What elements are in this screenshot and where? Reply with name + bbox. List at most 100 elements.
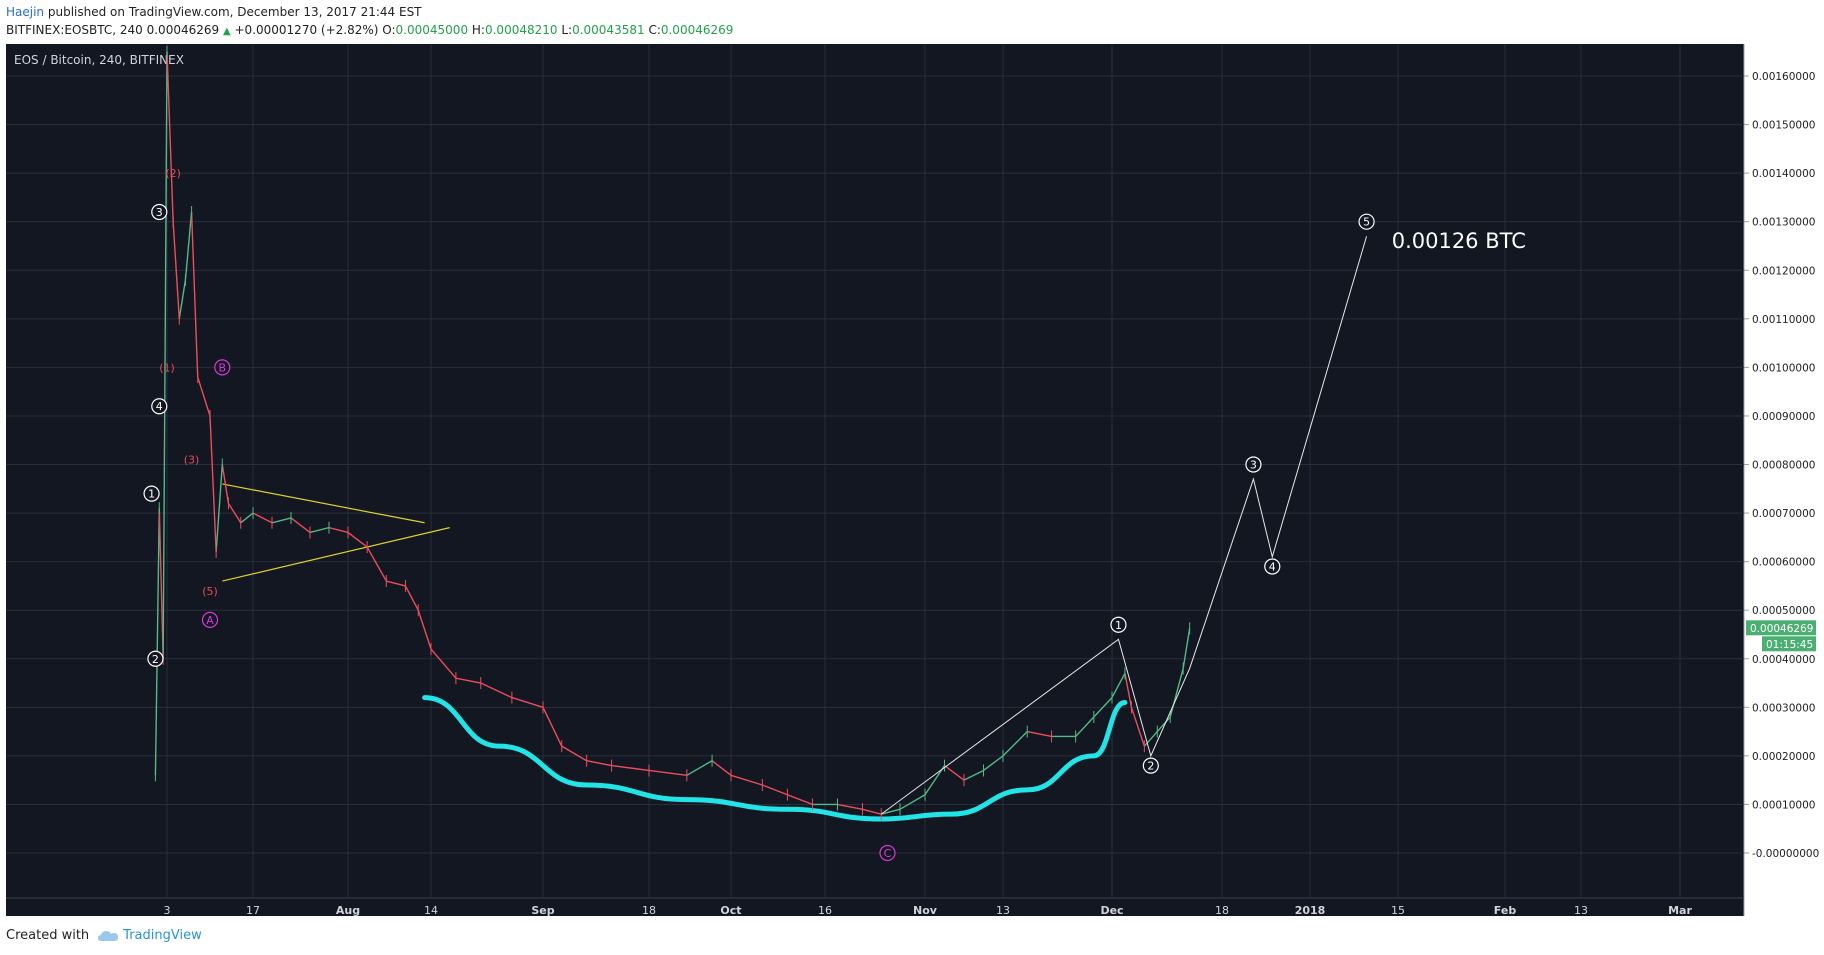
price-segment (166, 51, 174, 222)
wave-label-text: 2 (1147, 760, 1154, 773)
wave-label-text: 4 (1269, 560, 1276, 573)
y-axis-ticks: 0.00160000 0.00150000 0.00140000 0.00130000… (1744, 71, 1819, 860)
tradingview-cloud-icon (98, 930, 119, 941)
high-value: 0.00048210 (484, 23, 558, 37)
y-tick-label: 0.00100000 (1752, 362, 1815, 374)
price-segment (611, 764, 650, 772)
y-tick-label: 0.00040000 (1752, 654, 1815, 666)
wave-annotations: 3 4 1 2 (2) (1) (3) (5) B A C 1 2 3 4 5 (143, 167, 1375, 862)
wave-label-text: 3 (1250, 459, 1257, 472)
wave-label-circle (1142, 757, 1159, 774)
x-tick-label: 3 (164, 904, 171, 917)
author-link[interactable]: Haejin (6, 5, 45, 19)
price-segment (215, 464, 223, 552)
target-label: 0.00126 BTC (1392, 229, 1526, 253)
wave-label-circle (151, 203, 168, 221)
projection-line (880, 236, 1368, 815)
price-segment (366, 546, 387, 582)
price-segment (404, 585, 419, 611)
x-tick-label: 14 (424, 904, 438, 917)
last-price-badge-text: 0.00046269 (1750, 623, 1813, 635)
price-segment (221, 464, 230, 504)
price-segment (347, 531, 368, 548)
tradingview-brand: TradingView (123, 928, 202, 943)
wave-label-circle (1245, 456, 1262, 473)
wave-label-text: 5 (1363, 216, 1370, 229)
up-triangle-icon: ▲ (222, 26, 231, 37)
price-segment (686, 760, 713, 776)
y-tick-label: 0.00160000 (1752, 71, 1815, 83)
y-tick-label: 0.00050000 (1752, 605, 1815, 617)
price-segment (787, 794, 813, 806)
price-segment (158, 508, 164, 659)
price-segment (430, 648, 457, 679)
price-segment (837, 803, 863, 810)
x-tick-label: 18 (1215, 904, 1229, 917)
price-segment (309, 526, 330, 534)
price-segment (944, 765, 965, 781)
wave-label-text: 4 (156, 400, 163, 413)
price-segment (899, 794, 926, 810)
price-segment (178, 279, 187, 319)
price-segment (1169, 668, 1184, 718)
price-scale[interactable] (1744, 44, 1818, 916)
price-segment (1143, 731, 1158, 747)
wave-label-circle (1358, 213, 1375, 230)
tradingview-link[interactable]: TradingView (97, 928, 202, 943)
wave-label-text: 1 (148, 488, 155, 501)
y-tick-label: 0.00140000 (1752, 168, 1815, 180)
cup-curve (422, 695, 1128, 822)
x-tick-label: 13 (996, 904, 1010, 917)
x-tick-label: 16 (818, 904, 832, 917)
wave-label-circle (879, 844, 896, 862)
last-price: 0.00046269 (146, 23, 220, 37)
price-segment (290, 517, 311, 534)
wave-label-circle (1264, 558, 1281, 575)
price-segment (184, 211, 193, 281)
y-tick-label: 0.00150000 (1752, 120, 1815, 132)
wave-label-circle (201, 611, 219, 629)
x-tick-label: Aug (336, 904, 360, 917)
price-segment (862, 808, 882, 815)
price-segment (162, 51, 168, 659)
price-segment (197, 376, 211, 417)
y-tick-label: 0.00030000 (1752, 702, 1815, 714)
x-tick-label: Sep (531, 904, 554, 917)
trendline (222, 483, 425, 524)
price-segment (1111, 672, 1126, 698)
price-segment (1124, 673, 1133, 708)
x-axis-ticks: 3 17 Aug 14 Sep 18 Oct 16 Nov 13 Dec 18 2018 15 Feb 13 M… (164, 904, 1693, 917)
y-tick-label: 0.00060000 (1752, 557, 1815, 569)
trendline (222, 527, 450, 582)
price-segment (1002, 731, 1028, 757)
wave-label-text: C (884, 847, 892, 860)
plot-area[interactable] (6, 44, 1744, 916)
symbol-label: BITFINEX:EOSBTC, 240 (6, 23, 143, 37)
y-tick-label: 0.00080000 (1752, 460, 1815, 472)
price-segment (190, 211, 199, 378)
wave-label-circle (1110, 616, 1127, 633)
y-tick-label: -0.00000000 (1752, 848, 1819, 860)
high-label: H: (471, 23, 485, 37)
x-tick-label: Nov (913, 904, 938, 917)
price-segment (1027, 730, 1052, 738)
price-segment (586, 760, 612, 767)
price-segment (227, 502, 242, 524)
price-segment (417, 609, 432, 650)
wave-label-text: (3) (184, 454, 200, 467)
price-segment (1182, 628, 1191, 669)
cup-curve-line (422, 695, 1128, 822)
x-tick-label: 18 (642, 904, 656, 917)
wave-label-circle (143, 485, 160, 502)
price-segment (983, 755, 1004, 772)
last-price-marker: 0.00046269 01:15:45 (1746, 620, 1816, 652)
price-segment (561, 745, 588, 762)
price-segment (209, 415, 217, 552)
price-segment (455, 677, 481, 684)
created-with-text: Created with (6, 928, 90, 943)
close-label: C: (648, 23, 661, 37)
chart-title: EOS / Bitcoin, 240, BITFINEX (14, 53, 184, 67)
wave-label-circle (151, 398, 168, 415)
price-segment (963, 769, 984, 781)
